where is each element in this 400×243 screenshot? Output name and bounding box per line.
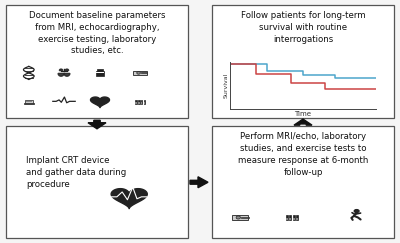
Bar [141,100,142,104]
Y-axis label: Survival: Survival [224,73,229,98]
Bar [26,101,32,102]
Bar [212,126,394,238]
FancyArrow shape [88,120,106,129]
Bar [144,100,145,104]
Bar [135,100,137,104]
FancyArrow shape [190,177,208,188]
Text: Perform MRI/echo, laboratory
studies, and exercise tests to
measure response at : Perform MRI/echo, laboratory studies, an… [238,132,368,177]
FancyArrow shape [294,119,312,125]
Bar [296,216,298,220]
Circle shape [354,210,359,213]
Bar [286,218,288,220]
Bar [96,71,104,76]
Bar [6,5,188,118]
Bar [25,100,33,103]
Polygon shape [58,73,64,76]
Bar [135,102,137,104]
Bar [138,100,140,104]
Polygon shape [90,97,110,107]
Bar [241,217,248,218]
Polygon shape [111,189,147,208]
Text: Implant CRT device
and gather data during
procedure: Implant CRT device and gather data durin… [26,156,126,189]
Bar [138,102,140,104]
Polygon shape [59,69,63,71]
Bar [133,71,147,75]
Bar [289,218,291,220]
Text: Follow patients for long-term
survival with routine
interrogations: Follow patients for long-term survival w… [241,11,365,43]
Bar [144,102,145,104]
Bar [6,126,188,238]
Polygon shape [64,73,70,76]
Bar [212,5,394,118]
Bar [141,72,147,73]
Bar [293,216,295,220]
Bar [289,216,291,220]
Bar [96,72,104,73]
Text: Document baseline parameters
from MRI, echocardiography,
exercise testing, labor: Document baseline parameters from MRI, e… [29,11,165,55]
Polygon shape [65,69,69,71]
Ellipse shape [236,216,240,219]
Bar [293,218,295,220]
X-axis label: Time: Time [294,111,312,117]
Bar [286,216,288,220]
Bar [24,103,34,104]
Bar [232,215,248,220]
Ellipse shape [137,72,140,74]
Bar [296,218,298,220]
Bar [97,69,103,71]
Bar [141,102,142,104]
